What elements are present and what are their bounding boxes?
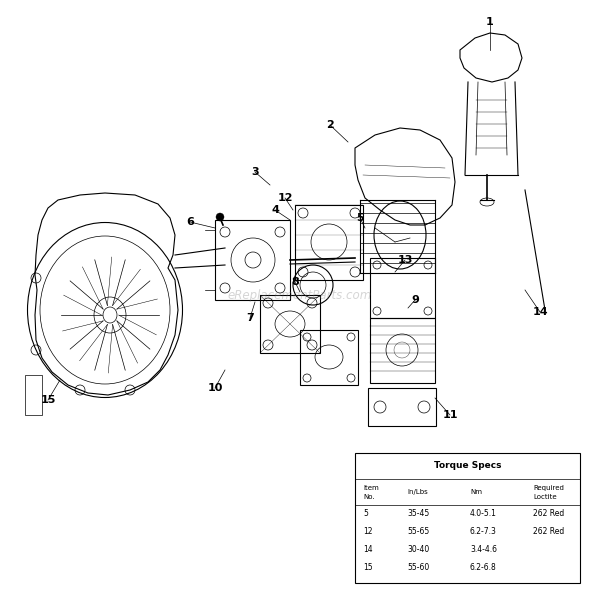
- Text: 1: 1: [486, 17, 494, 27]
- Text: 2: 2: [326, 120, 334, 130]
- Bar: [260, 295, 320, 353]
- Text: 55-60: 55-60: [407, 563, 429, 572]
- Text: 3.4-4.6: 3.4-4.6: [470, 545, 497, 554]
- Text: 13: 13: [397, 255, 413, 265]
- Text: 30-40: 30-40: [407, 545, 429, 554]
- Text: Item: Item: [363, 485, 379, 491]
- Text: 8: 8: [291, 277, 299, 287]
- Text: 14: 14: [532, 307, 548, 317]
- Text: 35-45: 35-45: [407, 509, 429, 518]
- Text: 12: 12: [363, 527, 373, 536]
- Text: 262 Red: 262 Red: [533, 527, 564, 536]
- Text: 262 Red: 262 Red: [533, 509, 564, 518]
- Text: 7: 7: [246, 313, 254, 323]
- Text: Torque Specs: Torque Specs: [434, 461, 501, 469]
- Text: 12: 12: [277, 193, 293, 203]
- Bar: [368, 388, 436, 426]
- Text: eReplacementParts.com: eReplacementParts.com: [228, 289, 372, 301]
- Text: 10: 10: [208, 383, 223, 393]
- Text: 15: 15: [40, 395, 56, 405]
- Text: Loctite: Loctite: [533, 494, 557, 500]
- Text: 55-65: 55-65: [407, 527, 429, 536]
- Text: Nm: Nm: [470, 489, 482, 495]
- Bar: [300, 330, 358, 385]
- Text: 6: 6: [186, 217, 194, 227]
- Text: 6.2-7.3: 6.2-7.3: [470, 527, 497, 536]
- Text: 5: 5: [356, 213, 364, 223]
- Bar: [370, 258, 435, 318]
- Bar: [355, 453, 580, 583]
- Text: 5: 5: [363, 509, 368, 518]
- Circle shape: [216, 213, 224, 221]
- Text: 14: 14: [363, 545, 373, 554]
- Text: 3: 3: [251, 167, 259, 177]
- Text: 4.0-5.1: 4.0-5.1: [470, 509, 497, 518]
- Bar: [370, 318, 435, 383]
- Bar: [215, 220, 290, 300]
- Text: 4: 4: [271, 205, 279, 215]
- Text: Required: Required: [533, 485, 564, 491]
- Text: 15: 15: [363, 563, 373, 572]
- Bar: [295, 205, 363, 280]
- Text: 11: 11: [442, 410, 458, 420]
- Text: 9: 9: [411, 295, 419, 305]
- Text: 6.2-6.8: 6.2-6.8: [470, 563, 497, 572]
- Text: In/Lbs: In/Lbs: [407, 489, 428, 495]
- Text: No.: No.: [363, 494, 374, 500]
